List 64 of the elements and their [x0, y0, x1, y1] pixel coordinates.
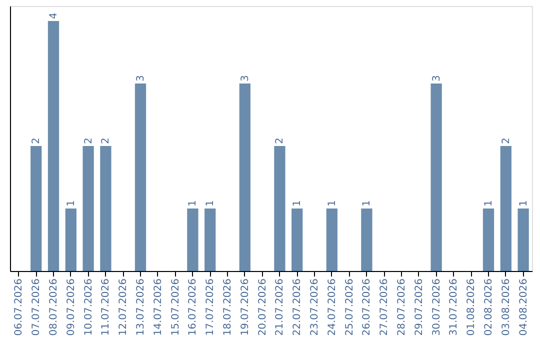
x-tick-label: 13.07.2026	[136, 278, 146, 336]
x-tick-label: 03.08.2026	[500, 278, 512, 336]
bar	[239, 84, 250, 271]
data-label: 4	[48, 12, 60, 19]
x-tick-label: 11.07.2026	[100, 278, 112, 336]
x-tick-label: 24.07.2026	[326, 278, 338, 336]
data-label: 1	[362, 200, 373, 206]
data-label: 2	[274, 138, 286, 144]
x-tick-label: 15.07.2026	[170, 278, 182, 336]
bar	[482, 208, 494, 271]
x-tick-label: 20.07.2026	[257, 278, 268, 336]
bar	[134, 84, 146, 271]
bar	[187, 208, 198, 271]
bar	[100, 146, 112, 271]
bar	[292, 208, 303, 271]
x-tick-label: 07.07.2026	[31, 278, 42, 336]
bar	[326, 208, 338, 271]
x-tick-label: 02.08.2026	[484, 278, 494, 336]
x-tick-label: 01.08.2026	[466, 278, 478, 336]
x-tick-label: 18.07.2026	[222, 278, 234, 336]
x-tick-label: 14.07.2026	[152, 278, 164, 336]
x-tick-label: 25.07.2026	[344, 278, 356, 336]
data-label: 2	[100, 138, 112, 144]
data-label: 1	[326, 200, 338, 206]
x-tick-label: 17.07.2026	[205, 278, 216, 336]
x-tick-label: 27.07.2026	[379, 278, 390, 336]
bar	[274, 146, 286, 271]
x-tick-label: 06.07.2026	[14, 278, 25, 336]
data-label: 3	[431, 75, 442, 82]
data-label: 2	[500, 138, 512, 144]
bar	[48, 21, 60, 271]
x-tick-label: 21.07.2026	[274, 278, 286, 336]
x-tick-label: 19.07.2026	[240, 278, 251, 336]
data-label: 3	[240, 75, 251, 82]
bar	[430, 84, 442, 271]
x-tick-label: 10.07.2026	[83, 278, 94, 336]
bar	[500, 146, 512, 271]
data-label: 1	[205, 200, 216, 206]
x-tick-label: 08.07.2026	[48, 278, 60, 336]
x-tick-label: 23.07.2026	[310, 278, 320, 336]
data-label: 1	[484, 200, 494, 206]
x-tick-label: 30.07.2026	[431, 278, 442, 336]
bar	[361, 208, 372, 271]
x-tick-label: 22.07.2026	[292, 278, 304, 336]
x-tick-label: 26.07.2026	[362, 278, 373, 336]
bar	[65, 208, 76, 271]
data-label: 1	[66, 200, 77, 206]
data-label: 1	[518, 200, 530, 206]
x-tick-label: 09.07.2026	[66, 278, 77, 336]
x-tick-label: 28.07.2026	[396, 278, 408, 336]
data-label: 1	[188, 200, 199, 206]
data-label: 1	[292, 200, 304, 206]
bar	[82, 146, 94, 271]
x-tick-label: 29.07.2026	[414, 278, 425, 336]
bar	[518, 208, 529, 271]
bar	[30, 146, 42, 271]
x-tick-label: 12.07.2026	[118, 278, 130, 336]
data-label: 3	[136, 75, 146, 82]
x-tick-label: 04.08.2026	[518, 278, 530, 336]
x-tick-label: 31.07.2026	[448, 278, 460, 336]
data-label: 2	[31, 138, 42, 144]
x-tick-label: 16.07.2026	[188, 278, 199, 336]
data-label: 2	[83, 138, 94, 144]
bar	[204, 208, 216, 271]
